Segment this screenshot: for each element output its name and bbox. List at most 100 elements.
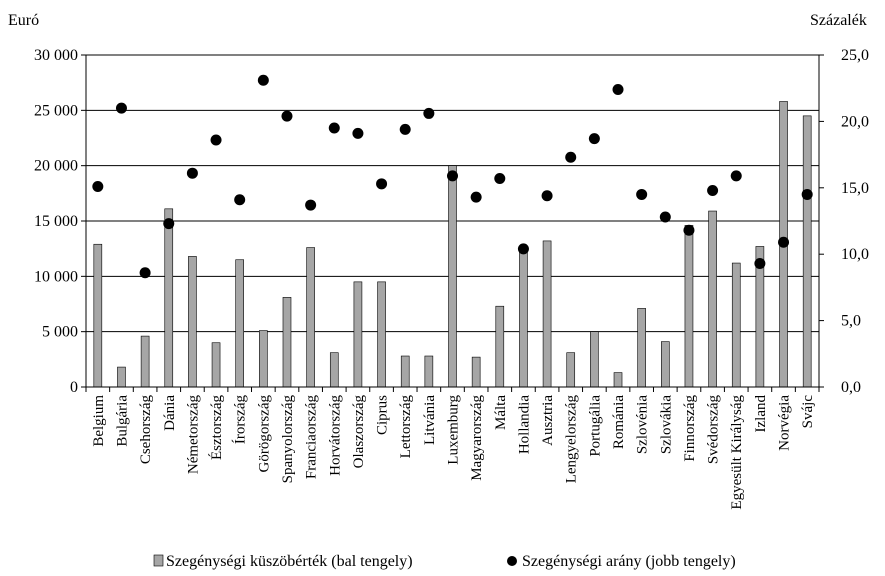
rate-point [517, 243, 529, 255]
x-tick-label: Hollandia [516, 395, 532, 454]
x-tick-label: Lengyelország [564, 395, 580, 484]
rate-point [588, 133, 600, 145]
right-tick-label: 0,0 [841, 379, 861, 396]
rate-point [565, 151, 577, 163]
bar [802, 115, 812, 388]
x-tick-label: Norvégia [777, 395, 793, 451]
rate-point [730, 170, 742, 182]
bar [519, 249, 528, 388]
x-tick-label: Portugália [587, 395, 603, 457]
legend: Szegénységi küszöbérték (bal tengely) Sz… [153, 553, 736, 570]
left-axis-ticks: 0 5 000 10 000 15 000 20 000 25 000 30 000 [34, 47, 78, 396]
bar [306, 247, 315, 388]
x-tick-label: Dánia [162, 395, 178, 431]
bar [235, 259, 244, 388]
bar [637, 308, 646, 388]
bar [93, 243, 103, 388]
rate-point [707, 184, 719, 196]
bar [211, 342, 221, 388]
rate-point [494, 173, 506, 185]
rate-point [636, 188, 648, 200]
bar [140, 335, 150, 388]
bar [542, 240, 552, 388]
rate-point [139, 267, 151, 279]
bar [613, 372, 623, 388]
rate-point [541, 190, 553, 202]
left-tick-label: 20 000 [34, 158, 78, 175]
rate-point [659, 211, 671, 223]
bar [495, 305, 505, 388]
bar [400, 355, 410, 388]
bar [684, 225, 694, 388]
bar [188, 256, 197, 388]
bar [377, 281, 386, 388]
x-tick-label: Spanyolország [280, 395, 296, 484]
bar [661, 341, 670, 388]
bar [471, 356, 481, 388]
bar [708, 210, 717, 388]
rate-point [778, 236, 790, 248]
rate-point [352, 127, 364, 139]
left-tick-label: 0 [70, 379, 78, 396]
legend-dot-label: Szegénységi arány (jobb tengely) [522, 553, 736, 570]
right-tick-label: 10,0 [841, 246, 869, 263]
rate-point [447, 170, 458, 182]
legend-bar-swatch [153, 554, 164, 567]
left-tick-label: 15 000 [34, 213, 78, 230]
x-tick-label: Belgium [91, 395, 107, 447]
right-tick-label: 25,0 [841, 47, 869, 64]
bar [117, 366, 126, 388]
rate-point [801, 188, 813, 200]
bar [448, 165, 457, 388]
rate-point [376, 178, 388, 190]
right-tick-label: 5,0 [841, 313, 861, 330]
bar [329, 352, 339, 388]
bar [566, 352, 576, 388]
left-tick-label: 10 000 [34, 268, 78, 285]
rate-point [328, 122, 340, 134]
bar [353, 281, 363, 388]
left-axis-unit: Euró [8, 12, 39, 29]
left-tick-label: 30 000 [34, 47, 78, 64]
x-tick-label: Luxemburg [446, 395, 462, 465]
x-tick-label: Németország [185, 395, 201, 475]
bar-series [93, 101, 812, 388]
rate-point [281, 110, 293, 122]
left-tick-label: 5 000 [42, 324, 78, 341]
rate-point [257, 74, 269, 86]
rate-point [612, 84, 624, 96]
right-tick-label: 20,0 [841, 113, 869, 130]
bar [164, 208, 174, 388]
x-tick-label: Görögország [256, 395, 272, 473]
right-axis-unit: Százalék [810, 12, 867, 29]
rate-point [470, 191, 482, 203]
bar [259, 330, 268, 388]
x-tick-label: Svájc [800, 395, 816, 429]
rate-point [186, 167, 198, 179]
x-tick-label: Szlovénia [635, 395, 651, 454]
rate-point [423, 107, 435, 119]
x-tick-label: Finnország [682, 395, 698, 462]
x-tick-label: Románia [611, 395, 627, 449]
x-tick-label: Ausztria [540, 395, 556, 446]
rate-point [210, 134, 222, 146]
rate-point [92, 180, 104, 192]
x-tick-label: Svédország [706, 395, 722, 465]
x-tick-label: Olaszország [351, 395, 367, 469]
rate-point [163, 218, 175, 230]
x-tick-label: Lettország [398, 395, 414, 459]
x-tick-label: Ciprus [375, 395, 391, 435]
bar [424, 355, 434, 388]
x-tick-label: Horvátország [327, 395, 343, 476]
x-tick-label: Egyesült Királyság [729, 395, 745, 510]
x-tick-label: Írország [232, 395, 249, 445]
x-tick-label: Litvánia [422, 395, 438, 445]
dot-series [92, 74, 813, 279]
rate-point [399, 123, 411, 135]
x-tick-label: Málta [493, 395, 509, 430]
x-tick-label: Izland [753, 395, 769, 433]
left-tick-label: 25 000 [34, 102, 78, 119]
x-tick-label: Bulgária [114, 395, 130, 447]
right-axis-ticks: 0,0 5,0 10,0 15,0 20,0 25,0 [841, 47, 869, 396]
